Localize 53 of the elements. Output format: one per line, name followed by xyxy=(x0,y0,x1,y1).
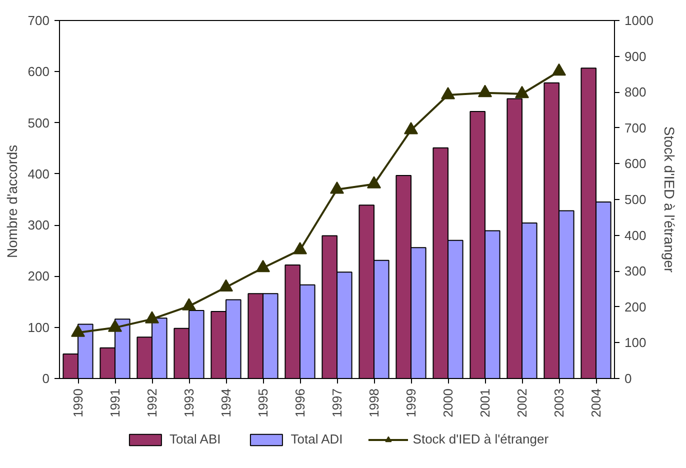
y2-tick-label: 700 xyxy=(624,120,646,136)
y2-tick-label: 400 xyxy=(624,228,646,243)
x-tick-label: 2002 xyxy=(514,388,530,418)
y-tick-label: 600 xyxy=(28,64,50,80)
y-tick-label: 200 xyxy=(28,268,50,284)
x-tick-label: 2003 xyxy=(552,388,566,418)
y2-tick-label: 200 xyxy=(624,299,646,314)
legend-label: Total ABI xyxy=(169,432,221,446)
x-tick-label: 1995 xyxy=(256,388,270,418)
point xyxy=(219,279,233,292)
x-tick-label: 1993 xyxy=(182,388,196,418)
x-tick-label: 1990 xyxy=(70,388,86,418)
x-tick-label: 1997 xyxy=(330,388,344,418)
y-tick-label: 300 xyxy=(28,218,50,233)
x-tick-label: 2000 xyxy=(440,388,456,418)
x-tick-label: 1992 xyxy=(144,388,160,418)
point xyxy=(441,86,455,100)
point xyxy=(367,176,381,188)
point xyxy=(182,298,196,310)
x-tick-label: 2001 xyxy=(478,388,492,418)
x-tick-label: 1991 xyxy=(108,388,122,418)
point xyxy=(515,86,529,98)
point xyxy=(404,122,418,134)
x-tick-label: 1994 xyxy=(218,388,234,418)
point xyxy=(145,311,159,324)
y-axis-title: Nombre d'accords xyxy=(4,144,20,258)
y-tick-label: 400 xyxy=(28,166,50,182)
x-tick-label: 2004 xyxy=(588,388,604,418)
point xyxy=(478,84,492,98)
y2-tick-label: 100 xyxy=(624,335,646,350)
legend-label: Total ADI xyxy=(290,432,343,446)
point xyxy=(552,63,566,76)
point xyxy=(293,242,307,254)
y2-tick-label: 1000 xyxy=(624,13,654,28)
y-tick-label: 500 xyxy=(28,115,50,130)
y2-tick-label: 300 xyxy=(624,264,646,279)
x-tick-label: 1998 xyxy=(366,388,382,418)
y2-axis-title: Stock d'IED à l'étranger xyxy=(661,126,678,273)
y-tick-label: 700 xyxy=(28,13,50,28)
point xyxy=(108,320,122,332)
point xyxy=(256,260,270,272)
y2-tick-label: 500 xyxy=(624,192,646,207)
legend-label: Stock d'IED à l'étranger xyxy=(412,432,549,446)
y-tick-label: 100 xyxy=(28,320,50,335)
y2-tick-label: 800 xyxy=(624,84,646,100)
y2-tick-label: 900 xyxy=(624,48,646,64)
y2-tick-label: 0 xyxy=(624,371,632,386)
x-tick-label: 1996 xyxy=(292,388,308,418)
point xyxy=(330,181,344,194)
y-tick-label: 0 xyxy=(42,371,50,386)
point xyxy=(71,324,85,337)
x-tick-label: 1999 xyxy=(404,388,418,418)
y2-tick-label: 600 xyxy=(624,156,646,172)
